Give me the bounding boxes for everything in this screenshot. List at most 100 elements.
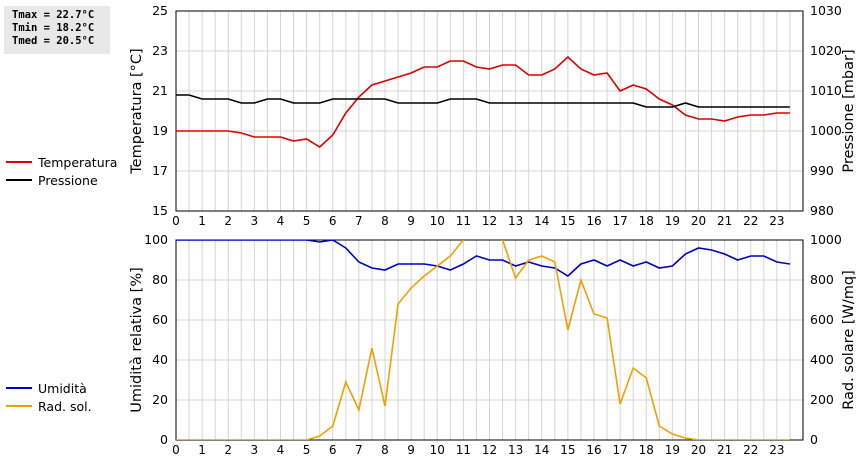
plot-frame (175, 239, 804, 441)
x-tick-label: 23 (769, 443, 784, 457)
x-tick-label: 9 (407, 214, 415, 228)
chart-panel-1: 0 1 2 3 4 5 6 7 8 9 10 11 12 13 14 15 16 17 18 19 20 21 22 2315… (129, 3, 857, 228)
y-tick-label: 17 (152, 163, 168, 178)
x-tick-label: 12 (482, 214, 497, 228)
x-tick-label: 22 (743, 214, 758, 228)
y-tick-label: 80 (152, 272, 168, 287)
x-tick-label: 15 (560, 443, 575, 457)
x-tick-label: 20 (691, 214, 706, 228)
y2-tick-label: 1000 (810, 123, 842, 138)
x-tick-label: 7 (355, 214, 363, 228)
x-tick-label: 11 (456, 214, 471, 228)
series-line-rad-sol (176, 240, 790, 440)
y-tick-label: 60 (152, 312, 168, 327)
legend-item-temperatura: Temperatura (6, 153, 117, 171)
legend-item-pressione: Pressione (6, 171, 117, 189)
legend-label: Temperatura (38, 154, 118, 170)
tmin-text: Tmin = 18.2°C (12, 22, 95, 34)
legend-item-rad-sol: Rad. sol. (6, 397, 92, 415)
x-tick-label: 3 (251, 214, 259, 228)
x-tick-label: 16 (586, 214, 601, 228)
x-tick-label: 10 (430, 214, 445, 228)
x-tick-label: 14 (534, 214, 549, 228)
legend-label: Umidità (38, 380, 87, 396)
x-tick-label: 7 (355, 443, 363, 457)
x-tick-label: 23 (769, 214, 784, 228)
x-tick-label: 17 (612, 214, 627, 228)
legend-swatch (6, 387, 32, 389)
x-tick-label: 10 (430, 443, 445, 457)
x-tick-label: 0 (172, 214, 180, 228)
y2-tick-label: 200 (810, 392, 834, 407)
y2-tick-label: 800 (810, 272, 834, 287)
x-tick-label: 4 (277, 443, 285, 457)
x-tick-label: 9 (407, 443, 415, 457)
x-tick-label: 6 (329, 214, 337, 228)
x-tick-label: 12 (482, 443, 497, 457)
legend-swatch (6, 405, 32, 407)
y-tick-label: 20 (152, 392, 168, 407)
x-tick-label: 4 (277, 214, 285, 228)
y-tick-label: 40 (152, 352, 168, 367)
y-tick-label: 100 (144, 232, 168, 247)
x-tick-label: 1 (198, 214, 206, 228)
x-tick-label: 22 (743, 443, 758, 457)
legend-item-umidita: Umidità (6, 379, 92, 397)
x-tick-label: 5 (303, 443, 311, 457)
y-axis-label: Temperatura [°C] (129, 48, 145, 174)
tmed-text: Tmed = 20.5°C (12, 35, 95, 47)
x-tick-label: 0 (172, 443, 180, 457)
x-tick-label: 8 (381, 443, 389, 457)
y2-tick-label: 1000 (810, 232, 842, 247)
x-tick-label: 18 (639, 443, 654, 457)
y2-tick-label: 990 (810, 163, 834, 178)
x-tick-label: 3 (251, 443, 259, 457)
legend-swatch (6, 179, 32, 181)
y-axis-label: Umidità relativa [%] (129, 267, 145, 413)
y-tick-label: 25 (152, 3, 168, 18)
y-tick-label: 0 (160, 432, 168, 447)
legend-swatch (6, 161, 32, 163)
x-tick-label: 19 (665, 214, 680, 228)
x-tick-label: 11 (456, 443, 471, 457)
series-line-temperatura (176, 55, 790, 148)
x-tick-label: 20 (691, 443, 706, 457)
x-tick-label: 5 (303, 214, 311, 228)
x-tick-label: 1 (198, 443, 206, 457)
series-line-umidit (176, 240, 791, 277)
x-tick-label: 13 (508, 443, 523, 457)
legend-label: Rad. sol. (38, 398, 92, 414)
x-tick-label: 21 (717, 214, 732, 228)
x-tick-label: 6 (329, 443, 337, 457)
x-tick-label: 13 (508, 214, 523, 228)
y2-tick-label: 400 (810, 352, 834, 367)
x-tick-label: 21 (717, 443, 732, 457)
x-tick-label: 19 (665, 443, 680, 457)
x-tick-label: 14 (534, 443, 549, 457)
legend-top: Temperatura Pressione (6, 153, 117, 189)
y2-axis-label: Pressione [mbar] (841, 49, 857, 172)
y2-axis-label: Rad. solare [W/mq] (841, 270, 857, 409)
y-tick-label: 23 (152, 43, 168, 58)
series-line-pressione (176, 94, 790, 108)
chart-panel-2: 0 1 2 3 4 5 6 7 8 9 10 11 12 13 14 15 16 17 18 19 20 21 22 2302… (129, 232, 857, 457)
legend-label: Pressione (38, 172, 98, 188)
legend-bottom: Umidità Rad. sol. (6, 379, 92, 415)
x-tick-label: 2 (224, 443, 232, 457)
x-tick-label: 17 (612, 443, 627, 457)
x-tick-label: 16 (586, 443, 601, 457)
y2-tick-label: 980 (810, 203, 834, 218)
y2-tick-label: 1030 (810, 3, 842, 18)
y-tick-label: 15 (152, 203, 168, 218)
x-tick-label: 18 (639, 214, 654, 228)
y2-tick-label: 600 (810, 312, 834, 327)
x-tick-label: 15 (560, 214, 575, 228)
y-tick-label: 21 (152, 83, 168, 98)
plot-frame (175, 10, 804, 212)
stats-box: Tmax = 22.7°C Tmin = 18.2°C Tmed = 20.5°… (4, 6, 110, 54)
y-tick-label: 19 (152, 123, 168, 138)
tmax-text: Tmax = 22.7°C (12, 9, 95, 21)
y2-tick-label: 0 (810, 432, 818, 447)
x-tick-label: 2 (224, 214, 232, 228)
y2-tick-label: 1010 (810, 83, 842, 98)
